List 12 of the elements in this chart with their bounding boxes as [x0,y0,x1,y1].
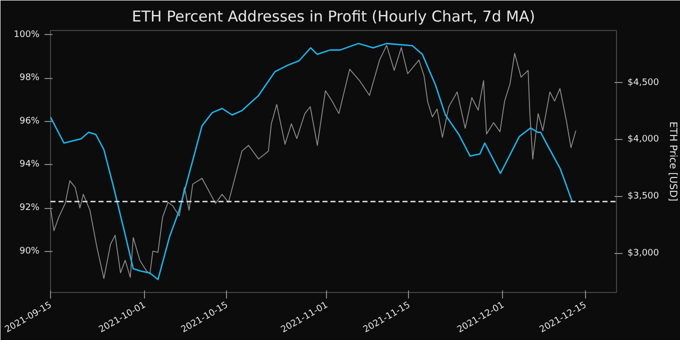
y2-tick-label: $4,000 [628,134,660,145]
chart-title: ETH Percent Addresses in Profit (Hourly Chart, 7d MA) [132,8,536,26]
y2-tick-label: $3,500 [628,192,660,202]
y2-tick-label: $3,000 [628,248,660,258]
y-tick-label: 100% [14,30,40,40]
y-tick-label: 96% [19,116,40,126]
y-tick-label: 94% [19,160,40,170]
y2-tick-label: $4,500 [628,78,660,88]
y-tick-label: 98% [19,73,40,84]
y2-axis-title: ETH Price [USD] [666,122,678,202]
y-tick-label: 92% [19,203,40,214]
y-tick-label: 90% [19,246,40,256]
